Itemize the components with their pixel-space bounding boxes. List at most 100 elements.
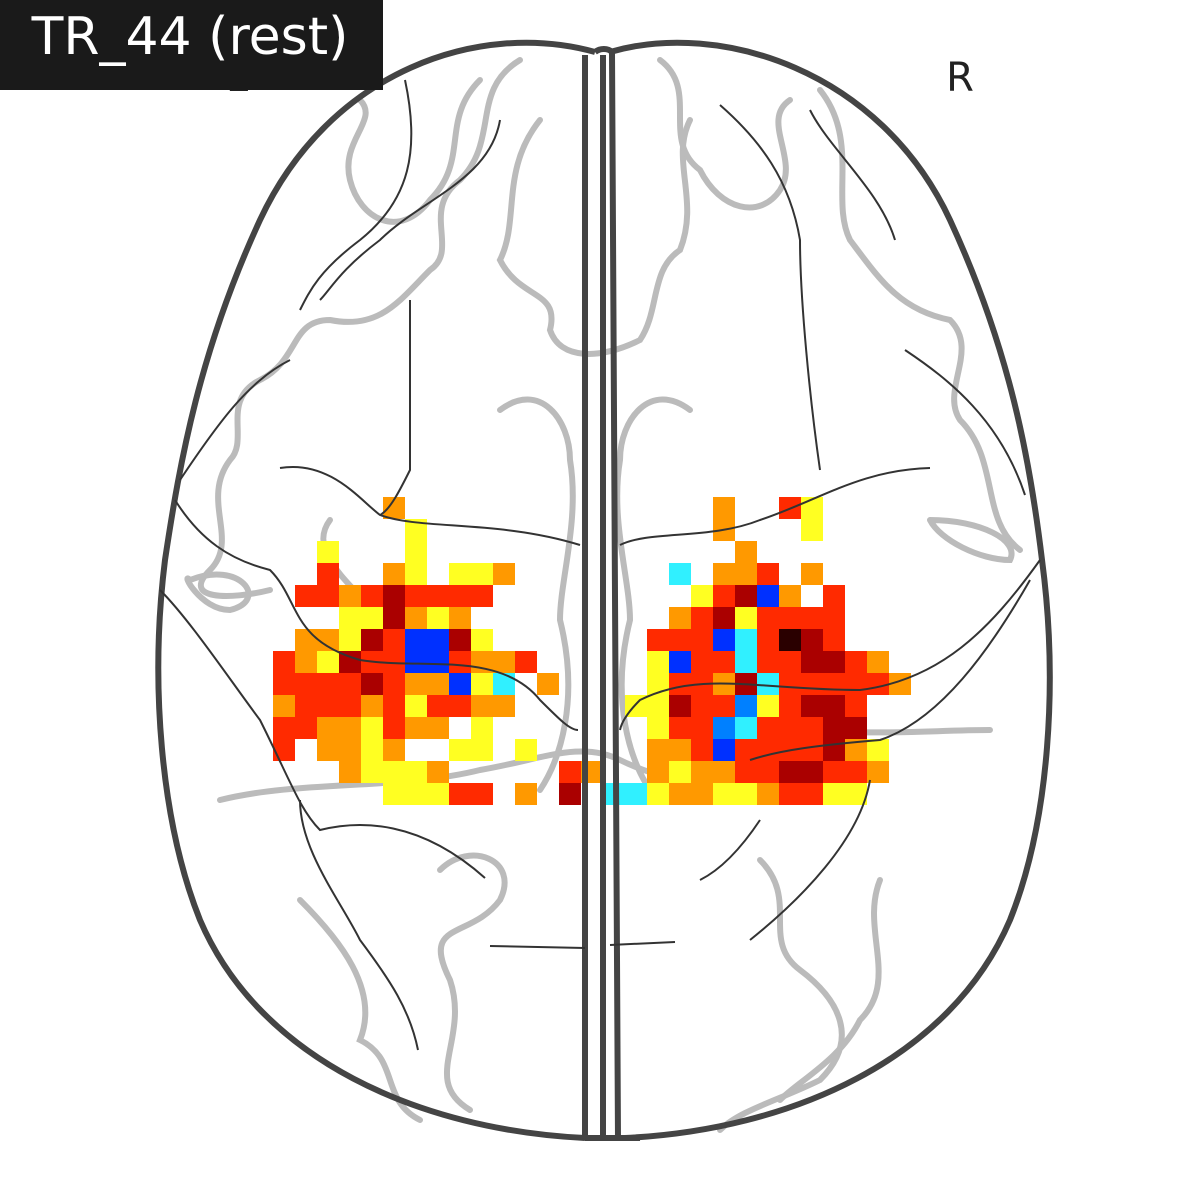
voxel xyxy=(735,541,757,563)
voxel xyxy=(405,783,427,805)
voxel xyxy=(405,717,427,739)
voxel xyxy=(317,673,339,695)
voxel xyxy=(295,673,317,695)
voxel xyxy=(361,585,383,607)
voxel xyxy=(339,651,361,673)
voxel xyxy=(273,739,295,761)
voxel xyxy=(713,563,735,585)
voxel xyxy=(647,629,669,651)
voxel xyxy=(713,761,735,783)
voxel xyxy=(713,717,735,739)
voxel xyxy=(647,651,669,673)
voxel xyxy=(647,739,669,761)
voxel xyxy=(647,695,669,717)
voxel xyxy=(691,783,713,805)
voxel xyxy=(537,673,559,695)
voxel xyxy=(449,651,471,673)
voxel xyxy=(405,629,427,651)
voxel xyxy=(735,695,757,717)
voxel xyxy=(625,783,647,805)
voxel xyxy=(515,651,537,673)
voxel xyxy=(845,717,867,739)
voxel xyxy=(779,783,801,805)
voxel xyxy=(757,563,779,585)
voxel xyxy=(361,717,383,739)
voxel xyxy=(735,739,757,761)
voxel xyxy=(383,585,405,607)
voxel xyxy=(845,739,867,761)
voxel xyxy=(823,739,845,761)
voxel xyxy=(471,673,493,695)
voxel xyxy=(493,695,515,717)
voxel xyxy=(669,563,691,585)
voxel xyxy=(735,629,757,651)
voxel xyxy=(361,695,383,717)
voxel xyxy=(691,585,713,607)
voxel xyxy=(339,629,361,651)
voxel xyxy=(449,585,471,607)
voxel xyxy=(823,695,845,717)
voxel xyxy=(801,607,823,629)
voxel xyxy=(273,673,295,695)
voxel xyxy=(383,761,405,783)
voxel xyxy=(867,651,889,673)
voxel xyxy=(383,717,405,739)
voxel xyxy=(779,673,801,695)
sulci xyxy=(184,57,1023,1133)
voxel xyxy=(801,783,823,805)
voxel xyxy=(691,607,713,629)
voxel xyxy=(273,651,295,673)
voxel xyxy=(339,717,361,739)
voxel xyxy=(801,673,823,695)
voxel xyxy=(427,629,449,651)
voxel xyxy=(405,761,427,783)
voxel xyxy=(295,695,317,717)
voxel xyxy=(427,695,449,717)
activation-voxels xyxy=(273,497,911,805)
voxel xyxy=(427,783,449,805)
voxel xyxy=(383,497,405,519)
voxel xyxy=(757,651,779,673)
voxel xyxy=(515,739,537,761)
voxel xyxy=(823,761,845,783)
voxel xyxy=(823,607,845,629)
voxel xyxy=(647,717,669,739)
voxel xyxy=(735,783,757,805)
voxel xyxy=(845,651,867,673)
voxel xyxy=(449,607,471,629)
voxel xyxy=(361,673,383,695)
voxel xyxy=(691,717,713,739)
voxel xyxy=(361,761,383,783)
voxel xyxy=(867,761,889,783)
voxel xyxy=(669,761,691,783)
voxel xyxy=(295,585,317,607)
voxel xyxy=(405,519,427,541)
voxel xyxy=(735,585,757,607)
voxel xyxy=(405,563,427,585)
voxel xyxy=(471,739,493,761)
voxel xyxy=(801,761,823,783)
voxel xyxy=(427,651,449,673)
voxel xyxy=(669,607,691,629)
voxel xyxy=(757,607,779,629)
voxel xyxy=(383,695,405,717)
voxel xyxy=(845,783,867,805)
voxel xyxy=(449,563,471,585)
voxel xyxy=(295,651,317,673)
voxel xyxy=(361,629,383,651)
voxel xyxy=(669,783,691,805)
voxel xyxy=(801,519,823,541)
voxel xyxy=(515,783,537,805)
voxel xyxy=(559,783,581,805)
voxel xyxy=(801,651,823,673)
voxel xyxy=(427,761,449,783)
voxel xyxy=(449,783,471,805)
voxel xyxy=(339,761,361,783)
voxel xyxy=(471,695,493,717)
voxel xyxy=(823,673,845,695)
voxel xyxy=(471,783,493,805)
voxel xyxy=(779,607,801,629)
voxel xyxy=(735,717,757,739)
voxel xyxy=(383,563,405,585)
voxel xyxy=(647,761,669,783)
